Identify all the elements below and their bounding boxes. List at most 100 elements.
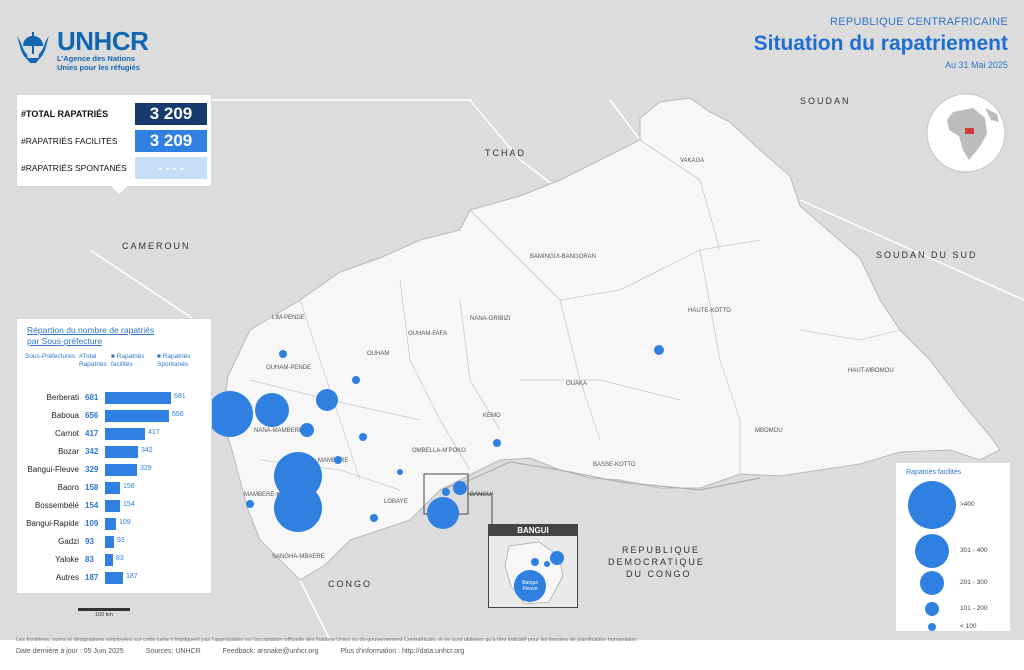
bar-head-col2: #Total Rapatriés xyxy=(79,353,107,368)
kpi-total-value: 3 209 xyxy=(135,102,207,125)
bubble-small xyxy=(279,350,287,358)
map-legend: Rapatriés facilités >400 301 - 400 201 - 3… xyxy=(895,462,1011,632)
bangui-map-label: BANGUI xyxy=(470,492,493,498)
bar-row-value-label: 329 xyxy=(140,465,152,472)
bar-row: Bozar 342 342 xyxy=(17,445,213,459)
car-highlight xyxy=(965,128,974,134)
pref-label: LOBAYE xyxy=(384,499,408,505)
bar-row-value-label: 109 xyxy=(119,519,131,526)
bubble-small xyxy=(352,376,360,384)
bar-row-total: 187 xyxy=(85,573,99,582)
bar-row-total: 329 xyxy=(85,465,99,474)
label-congo: CONGO xyxy=(328,579,372,589)
bubble-berberati xyxy=(207,391,253,437)
legend-label: 101 - 200 xyxy=(960,605,988,612)
legend-label: < 100 xyxy=(960,623,977,630)
country-labels: TCHAD SOUDAN CAMEROUN SOUDAN DU SUD REPU… xyxy=(122,96,978,589)
pref-label: OMBELLA-M'POKO xyxy=(412,448,466,454)
label-tchad: TCHAD xyxy=(485,148,526,158)
label-rdc-line2: DEMOCRATIQUE xyxy=(608,557,705,567)
bar-row-value-label: 342 xyxy=(141,447,153,454)
asia-shape xyxy=(985,108,999,122)
bar-row-total: 154 xyxy=(85,501,99,510)
border-congo xyxy=(299,579,331,640)
legend-bubble xyxy=(925,602,939,616)
bar-row: Autres 187 187 xyxy=(17,571,213,585)
footer: Les frontières, noms et désignations emp… xyxy=(0,636,1024,670)
bar-row-value-label: 417 xyxy=(148,429,160,436)
pref-label: MAMBERE-KADEI xyxy=(244,492,295,498)
bar-row: Yaloke 83 83 xyxy=(17,553,213,567)
kpi-spontanes-row: #RAPATRIÉS SPONTANÉS - - - - xyxy=(21,155,207,180)
legend-label: 201 - 300 xyxy=(960,579,988,586)
bar-row-value-label: 154 xyxy=(123,501,135,508)
footer-meta: Date dernière à jour : 05 Juin 2025 Sour… xyxy=(16,648,1024,655)
scale-bar: 100 km xyxy=(78,608,130,618)
bubble-small xyxy=(654,345,664,355)
bar-head-col3: ■ Rapatriés facilités xyxy=(111,353,145,368)
bar-row-fill xyxy=(105,464,137,476)
footer-more-link[interactable]: Plus d’information : http://data.unhcr.o… xyxy=(340,648,465,655)
bar-row: Baboua 656 656 xyxy=(17,409,213,423)
bar-row-fill xyxy=(105,428,145,440)
bubble-bocaranga xyxy=(300,423,314,437)
bar-row-name: Bossembélé xyxy=(34,501,79,510)
bar-row-fill xyxy=(105,572,123,584)
bar-row-fill xyxy=(105,554,113,566)
legend-label: >400 xyxy=(960,501,975,508)
legend-bubble xyxy=(915,534,949,568)
bar-row-fill xyxy=(105,500,120,512)
kpi-total-row: #TOTAL RAPATRIÉS 3 209 xyxy=(21,101,207,126)
bar-chart-title-line1: Répartion du nombre de rapatriés xyxy=(27,325,155,335)
footer-feedback-link[interactable]: Feedback: arsnake@unhcr.org xyxy=(222,648,319,655)
bubble-small xyxy=(442,488,450,496)
border-soudan-sud xyxy=(799,199,1024,301)
bar-row-value-label: 681 xyxy=(174,393,186,400)
pref-label: KEMO xyxy=(483,413,501,419)
legend-title: Rapatriés facilités xyxy=(906,469,962,476)
bar-row: Gadzi 93 93 xyxy=(17,535,213,549)
pref-label: OUHAM-PENDE xyxy=(266,365,311,371)
pref-label: VAKAGA xyxy=(680,158,704,164)
header-date: Au 31 Mai 2025 xyxy=(944,60,1008,70)
unhcr-emblem-icon xyxy=(17,32,49,63)
pref-label: MBOMOU xyxy=(755,428,783,434)
bubble-baoro xyxy=(316,389,338,411)
bangui-connector xyxy=(468,493,493,524)
bar-row-name: Baoro xyxy=(57,483,79,492)
bar-row: Baoro 158 158 xyxy=(17,481,213,495)
bar-head-col1: Sous-Préfectures xyxy=(24,353,76,360)
footer-update: Date dernière à jour : 05 Juin 2025 xyxy=(16,648,124,655)
bubble-small xyxy=(397,469,403,475)
bar-row-total: 681 xyxy=(85,393,99,402)
label-soudan-du-sud: SOUDAN DU SUD xyxy=(876,250,978,260)
prefecture-labels: VAKAGA BAMINGUI-BANGORAN HAUTE-KOTTO HAU… xyxy=(244,158,894,560)
kpi-facilites-label: #RAPATRIÉS FACILITÉS xyxy=(21,135,118,146)
bar-row-value-label: 83 xyxy=(116,555,124,562)
kpi-pointer xyxy=(111,186,127,194)
pref-label: OUHAM-FAFA xyxy=(408,331,447,337)
header-country: REPUBLIQUE CENTRAFRICAINE xyxy=(829,16,1008,28)
pref-label: NANA-GRIBIZI xyxy=(470,316,511,322)
bubble-small xyxy=(359,433,367,441)
pref-label: HAUTE-KOTTO xyxy=(688,308,731,314)
bar-row: Carnot 417 417 xyxy=(17,427,213,441)
footer-sources: Sources: UNHCR xyxy=(145,648,201,655)
scale-bar-label: 100 km xyxy=(94,612,114,618)
bubbles xyxy=(207,345,664,532)
kpi-spontanes-value: - - - - xyxy=(135,156,207,179)
bar-row-name: Berberati xyxy=(46,393,79,402)
car-country-shape xyxy=(221,97,1001,581)
bar-chart-title: Répartion du nombre de rapatriés par Sou… xyxy=(17,319,211,347)
bar-row-total: 342 xyxy=(85,447,99,456)
bubble-small xyxy=(246,500,254,508)
bubble-bimbo xyxy=(453,481,467,495)
bar-row-name: Carnot xyxy=(54,429,79,438)
river-oubangui xyxy=(439,461,761,491)
pref-label: BASSE-KOTTO xyxy=(593,462,636,468)
bar-row-value-label: 93 xyxy=(117,537,125,544)
inset-bubble-label1: Bangui xyxy=(522,580,538,586)
header: REPUBLIQUE CENTRAFRICAINE Situation du r… xyxy=(754,16,1008,70)
bar-row-fill xyxy=(105,392,171,404)
bar-row: Berberati 681 681 xyxy=(17,391,213,405)
